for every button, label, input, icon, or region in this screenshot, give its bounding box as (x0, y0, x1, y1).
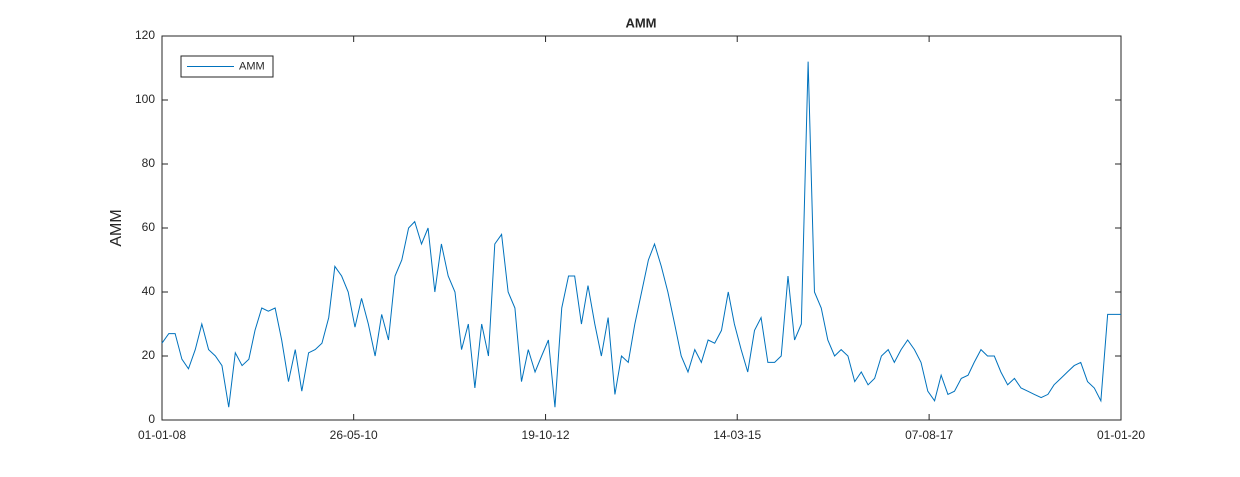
plot-area (161, 35, 1122, 421)
y-tick-label: 100 (135, 92, 155, 106)
y-tick-label: 120 (135, 28, 155, 42)
y-axis-label: AMM (108, 209, 125, 246)
x-tick-label: 01-01-20 (1097, 428, 1145, 442)
legend-label: AMM (239, 60, 265, 72)
data-line (161, 61, 1121, 408)
y-tick-label: 0 (148, 412, 155, 426)
x-tick-label: 14-03-15 (713, 428, 761, 442)
x-tick-label: 19-10-12 (522, 428, 570, 442)
x-tick-label: 01-01-08 (138, 428, 186, 442)
chart-title: AMM (625, 15, 656, 30)
x-tick-label: 07-08-17 (905, 428, 953, 442)
y-tick-label: 40 (142, 284, 156, 298)
y-tick-label: 80 (142, 156, 156, 170)
y-tick-label: 60 (142, 220, 156, 234)
x-tick-label: 26-05-10 (330, 428, 378, 442)
y-tick-label: 20 (142, 348, 156, 362)
